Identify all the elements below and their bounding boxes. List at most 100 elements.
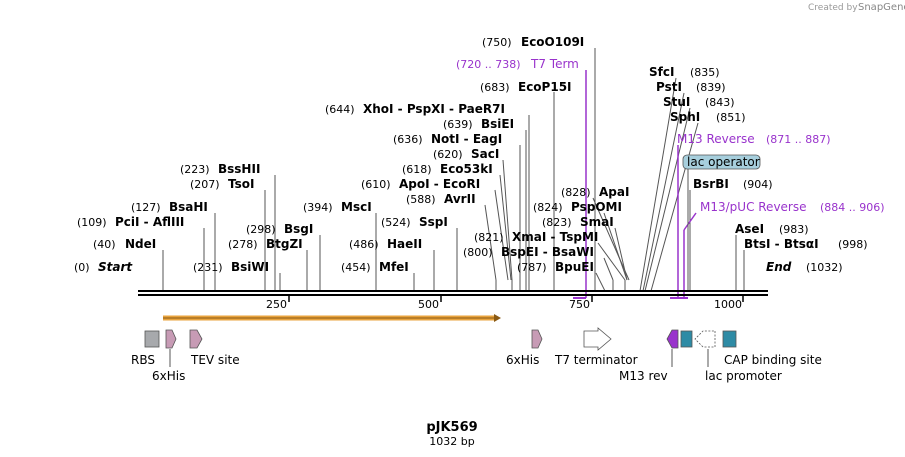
his-tag-feature-1[interactable] <box>165 329 177 349</box>
plasmid-name: pJK569 <box>426 420 477 435</box>
m13-rev-label: M13 rev <box>619 369 668 383</box>
site-position: (620) <box>433 148 463 161</box>
site-position: (821) <box>474 231 504 244</box>
site-bspei[interactable]: (800) BspEI - BsaWI <box>463 245 594 259</box>
site-name: NotI - EagI <box>431 132 502 146</box>
primer-name: T7 Term <box>530 57 579 71</box>
site-avrii[interactable]: (588) AvrII <box>406 192 476 206</box>
site-stui[interactable]: StuI (843) <box>663 95 735 109</box>
rbs-label: RBS <box>131 353 155 367</box>
site-bpuei[interactable]: (787) BpuEI <box>517 260 594 274</box>
site-btgzi[interactable]: (278) BtgZI <box>228 237 303 251</box>
rbs-feature[interactable] <box>144 330 160 348</box>
site-position: (636) <box>393 133 423 146</box>
snapgene-logo: SnapGene <box>858 2 905 13</box>
site-name: BsrBI <box>693 177 729 191</box>
site-leader-lines <box>162 48 745 292</box>
m13-rev-feature[interactable] <box>666 329 679 349</box>
tick-250: 250 <box>266 298 287 311</box>
site-bsahi[interactable]: (127) BsaHI <box>131 200 208 214</box>
site-eco53ki[interactable]: (618) Eco53kI <box>402 162 493 176</box>
lac-promoter-label: lac promoter <box>705 369 782 383</box>
tev-site-feature[interactable] <box>189 329 203 349</box>
primer-m13-reverse[interactable]: M13 Reverse (871 .. 887) <box>670 132 831 299</box>
site-name: NdeI <box>125 237 156 251</box>
site-name: EcoO109I <box>521 35 584 49</box>
site-apoi[interactable]: (610) ApoI - EcoRI <box>361 177 480 191</box>
site-saci[interactable]: (620) SacI <box>433 147 499 161</box>
site-name: ApaI <box>599 185 629 199</box>
site-name: BsiEI <box>481 117 514 131</box>
site-name: PspOMI <box>571 200 622 214</box>
site-position: (109) <box>77 216 107 229</box>
site-position: (207) <box>190 178 220 191</box>
site-ecop15i[interactable]: (683) EcoP15I <box>480 80 572 94</box>
site-sphi[interactable]: SphI (851) <box>670 110 746 124</box>
site-position: (998) <box>838 238 868 251</box>
t7-terminator-feature[interactable] <box>583 327 612 351</box>
site-position: (683) <box>480 81 510 94</box>
site-smai[interactable]: (823) SmaI <box>542 215 614 229</box>
site-position: (639) <box>443 118 473 131</box>
primer-t7-term[interactable]: (720 .. 738) T7 Term <box>456 57 587 299</box>
site-name: SfcI <box>649 65 674 79</box>
site-bsrbi[interactable]: BsrBI (904) <box>693 177 773 191</box>
site-position: (278) <box>228 238 258 251</box>
site-sfci[interactable]: SfcI (835) <box>649 65 720 79</box>
site-name: SmaI <box>580 215 614 229</box>
site-name: BspEI - BsaWI <box>501 245 594 259</box>
site-name: EcoP15I <box>518 80 572 94</box>
site-pspomi[interactable]: (824) PspOMI <box>533 200 622 214</box>
site-name: ApoI - EcoRI <box>399 177 480 191</box>
primer-m13-puc-reverse[interactable]: M13/pUC Reverse (884 .. 906) <box>683 200 885 298</box>
backbone <box>138 290 768 302</box>
site-ndei[interactable]: (40) NdeI <box>93 237 156 251</box>
site-name: StuI <box>663 95 690 109</box>
plasmid-length: 1032 bp <box>429 435 474 448</box>
site-sspi[interactable]: (524) SspI <box>381 215 448 229</box>
lac-operator-feature[interactable] <box>680 330 693 348</box>
site-name: BtsI - BtsαI <box>744 237 819 251</box>
site-position: (223) <box>180 163 210 176</box>
t7-terminator-label: T7 terminator <box>554 353 638 367</box>
site-bsiwi[interactable]: (231) BsiWI <box>193 260 269 274</box>
site-mfei[interactable]: (454) MfeI <box>341 260 409 274</box>
his-tag-label-2: 6xHis <box>506 353 539 367</box>
site-name: BsiWI <box>231 260 269 274</box>
site-asei[interactable]: AseI (983) <box>735 222 809 236</box>
site-xhoi[interactable]: (644) XhoI - PspXI - PaeR7I <box>325 102 505 116</box>
site-ecoo109i[interactable]: (750) EcoO109I <box>482 35 584 49</box>
site-bsshii[interactable]: (223) BssHII <box>180 162 260 176</box>
site-haeii[interactable]: (486) HaeII <box>349 237 422 251</box>
his-tag-feature-2[interactable] <box>531 329 543 349</box>
site-xmai[interactable]: (821) XmaI - TspMI <box>474 230 598 244</box>
site-position: (843) <box>705 96 735 109</box>
site-psti[interactable]: PstI (839) <box>656 80 726 94</box>
his-tag-label-1: 6xHis <box>152 369 185 383</box>
site-msci[interactable]: (394) MscI <box>303 200 372 214</box>
tick-1000: 1000 <box>714 298 742 311</box>
site-pcii[interactable]: (109) PciI - AflIII <box>77 215 184 229</box>
site-name: TsoI <box>228 177 254 191</box>
site-apai[interactable]: (828) ApaI <box>561 185 629 199</box>
site-bsiei[interactable]: (639) BsiEI <box>443 117 514 131</box>
primer-name: M13/pUC Reverse <box>700 200 807 214</box>
site-position: (828) <box>561 186 591 199</box>
tick-500: 500 <box>418 298 439 311</box>
site-noti[interactable]: (636) NotI - EagI <box>393 132 502 146</box>
site-position: (983) <box>779 223 809 236</box>
orf-arrow[interactable] <box>163 314 501 322</box>
site-btsi[interactable]: BtsI - BtsαI (998) <box>744 237 868 251</box>
lac-operator-label[interactable]: lac operator <box>682 154 761 291</box>
site-position: (750) <box>482 36 512 49</box>
site-bsgi[interactable]: (298) BsgI <box>246 222 313 236</box>
site-name: PciI - AflIII <box>115 215 184 229</box>
site-name: SacI <box>471 147 499 161</box>
cap-binding-feature[interactable] <box>722 330 737 348</box>
site-name: SphI <box>670 110 700 124</box>
lac-promoter-feature[interactable] <box>694 330 716 348</box>
primer-range: (884 .. 906) <box>820 201 885 214</box>
site-tsoi[interactable]: (207) TsoI <box>190 177 254 191</box>
site-position: (454) <box>341 261 371 274</box>
site-position: (588) <box>406 193 436 206</box>
